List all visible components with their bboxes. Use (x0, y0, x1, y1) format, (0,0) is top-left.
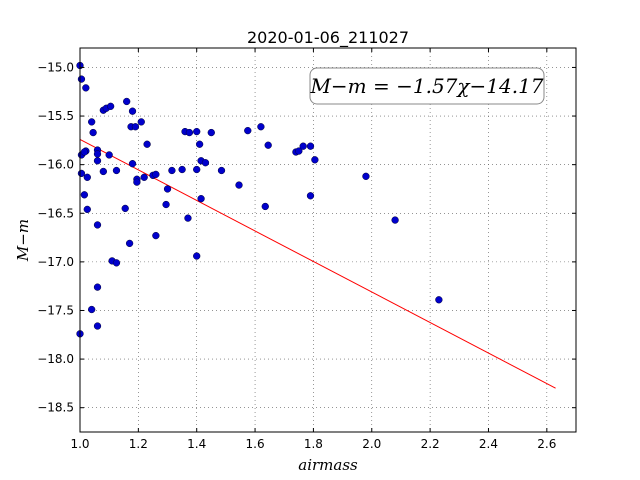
data-point (131, 123, 140, 131)
data-point (83, 173, 91, 181)
data-point (261, 202, 269, 211)
data-point (112, 259, 121, 267)
x-tick-label: 1.0 (70, 437, 89, 451)
data-point (299, 142, 307, 150)
data-point (106, 102, 115, 110)
data-point (207, 128, 215, 137)
data-point (195, 140, 204, 148)
data-point (77, 75, 86, 83)
fit-equation-annotation: M−m = −1.57χ−14.17 (309, 74, 543, 98)
data-point (125, 239, 134, 248)
y-tick-label: −18.0 (37, 352, 74, 366)
data-point (93, 150, 102, 158)
data-point (306, 142, 315, 150)
data-point (140, 173, 148, 181)
data-point (311, 156, 319, 164)
data-point (121, 204, 129, 213)
data-point (80, 191, 89, 199)
x-axis-ticks: 1.0 1.2 1.4 1.6 1.8 2.0 2.2 2.4 2.6 (70, 48, 556, 451)
data-point (185, 128, 194, 137)
x-tick-label: 1.6 (246, 437, 265, 451)
data-point (123, 97, 131, 106)
data-point (133, 178, 141, 186)
grid-lines (79, 48, 576, 432)
data-point (193, 165, 201, 174)
data-point (257, 123, 265, 131)
data-point (152, 170, 160, 179)
data-point (112, 166, 121, 175)
x-tick-label: 1.2 (129, 437, 148, 451)
data-point (137, 118, 145, 126)
data-point (168, 166, 176, 175)
x-tick-label: 2.2 (421, 437, 440, 451)
y-tick-label: −18.5 (37, 401, 74, 415)
x-tick-label: 2.6 (537, 437, 556, 451)
data-point (362, 172, 370, 180)
data-point (152, 231, 160, 240)
data-point (201, 159, 210, 167)
data-point (99, 167, 107, 176)
data-point (197, 195, 205, 203)
data-point (264, 141, 272, 149)
y-tick-label: −16.5 (37, 206, 74, 220)
data-point (306, 192, 315, 200)
y-axis-label: M−m (14, 219, 32, 262)
y-axis-ticks: −15.0 −15.5 −16.0 −16.5 −17.0 −17.5 −18.0 −18.5 (37, 60, 576, 415)
fit-line-group (79, 138, 556, 389)
data-point (143, 140, 151, 148)
data-point (93, 157, 102, 165)
x-tick-label: 2.0 (362, 437, 381, 451)
data-point (77, 169, 86, 178)
data-point (435, 296, 443, 304)
data-point (128, 107, 137, 115)
data-point (193, 127, 201, 136)
data-point (178, 165, 186, 174)
y-tick-label: −16.0 (37, 158, 74, 172)
data-point (244, 126, 252, 135)
plot-frame (79, 47, 577, 433)
y-tick-label: −15.0 (37, 60, 74, 74)
y-tick-label: −17.5 (37, 303, 74, 317)
data-point (295, 147, 303, 155)
data-point (193, 252, 201, 260)
data-point (391, 216, 399, 224)
x-axis-label: airmass (298, 456, 358, 474)
y-tick-label: −15.5 (37, 109, 74, 123)
data-point (235, 181, 243, 189)
data-point (88, 305, 96, 314)
data-point (163, 185, 172, 193)
y-tick-label: −17.0 (37, 255, 74, 269)
x-tick-label: 1.4 (187, 437, 206, 451)
data-point (93, 283, 102, 291)
data-point (88, 118, 96, 126)
data-point (82, 84, 90, 92)
annotation-box (309, 67, 545, 105)
data-point (93, 221, 102, 229)
data-point (89, 128, 97, 137)
data-point (93, 322, 102, 330)
x-tick-label: 2.4 (479, 437, 498, 451)
fit-line (79, 138, 556, 389)
data-point (217, 166, 226, 175)
data-point (80, 148, 89, 156)
data-point (105, 151, 113, 159)
data-point (128, 160, 137, 168)
data-point (83, 205, 91, 214)
data-point (162, 200, 170, 209)
data-point (184, 214, 192, 222)
x-tick-label: 1.8 (304, 437, 323, 451)
chart-title: 2020-01-06_211027 (247, 28, 409, 48)
